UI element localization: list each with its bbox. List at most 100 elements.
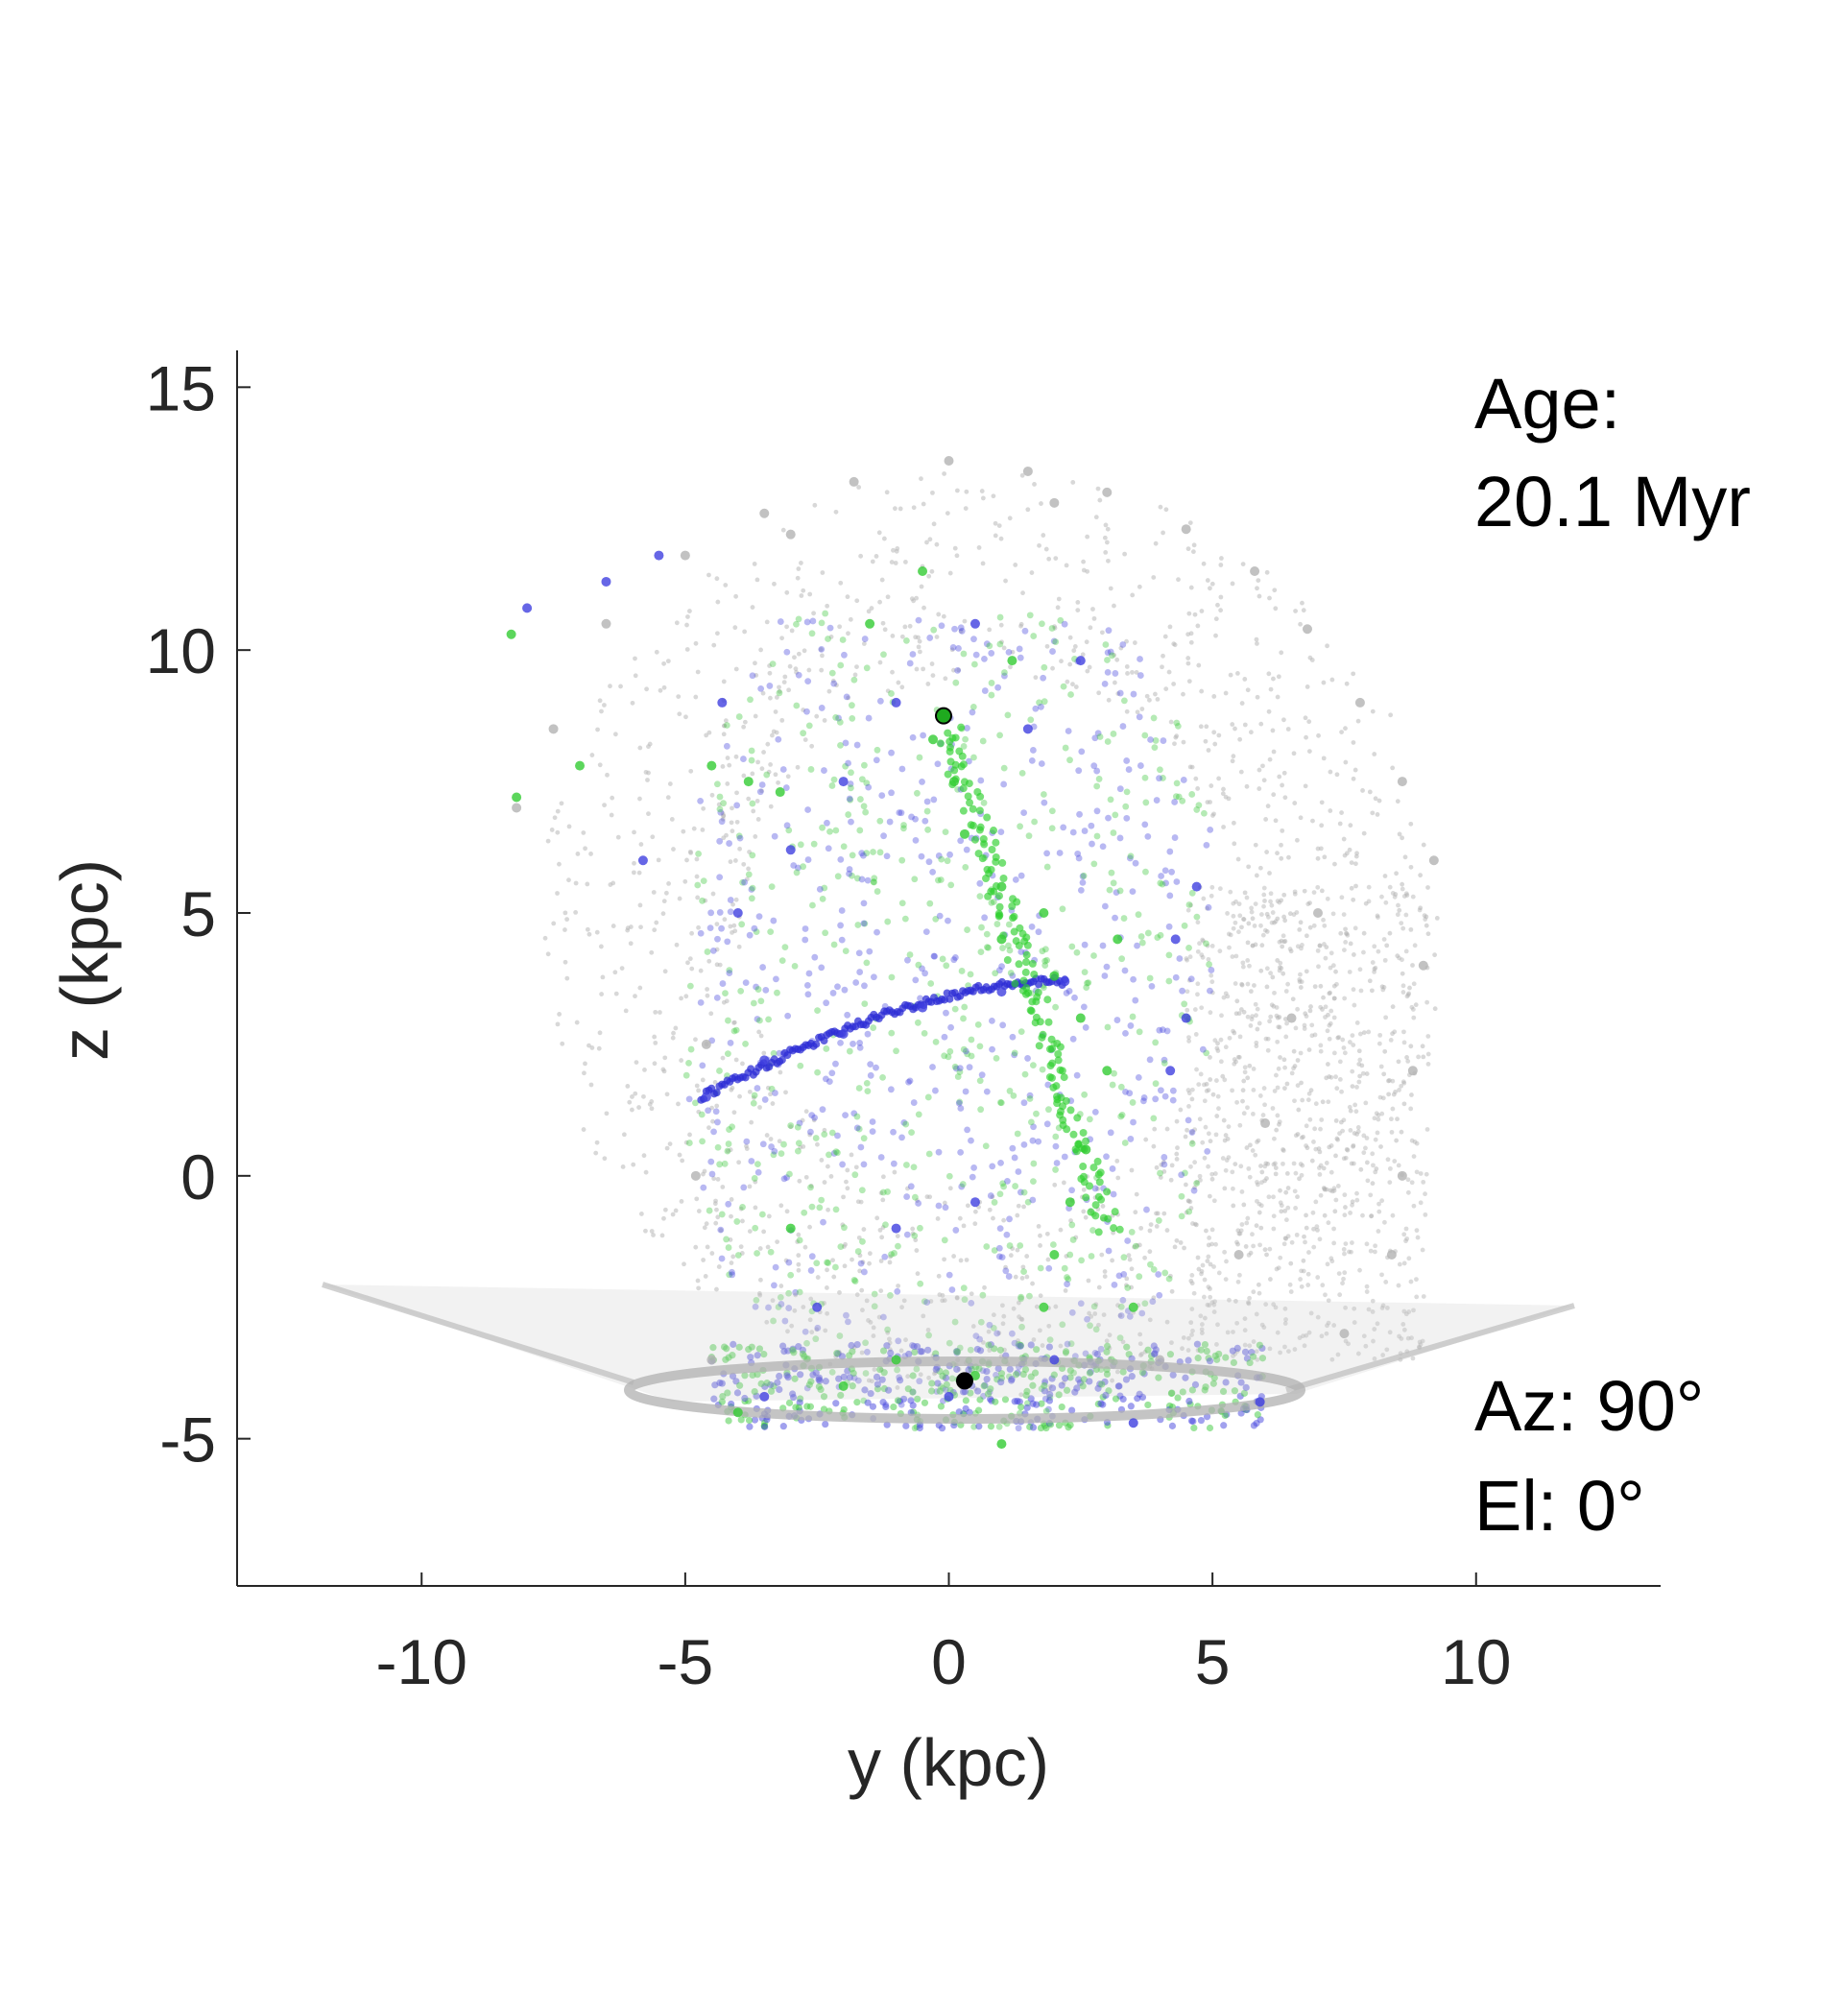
cloud-point (1325, 1028, 1330, 1034)
cloud-point (899, 684, 905, 690)
cloud-point (663, 890, 669, 896)
cloud-point (942, 1257, 946, 1262)
cloud-point (706, 924, 714, 932)
cloud-point (777, 1293, 784, 1301)
cloud-point (1193, 806, 1201, 813)
cloud-point (1206, 1164, 1210, 1169)
cloud-point (1169, 1163, 1175, 1168)
cloud-point (1414, 1169, 1420, 1175)
cloud-point (822, 1180, 827, 1185)
cloud-point (1192, 612, 1198, 617)
cloud-point (701, 1258, 706, 1262)
cloud-point (1052, 638, 1060, 645)
cloud-point (850, 1110, 858, 1117)
cloud-point (1161, 867, 1169, 875)
cloud-point (1350, 1240, 1354, 1245)
cloud-point (919, 965, 925, 972)
cloud-point (895, 546, 900, 551)
cloud-point (989, 1163, 996, 1170)
data-point (1075, 1013, 1086, 1023)
cloud-point (754, 1352, 761, 1359)
data-point (865, 618, 875, 629)
cloud-point (1203, 1049, 1210, 1057)
cloud-point (915, 1271, 921, 1277)
cloud-point (1198, 1177, 1203, 1183)
particle-cloud (542, 471, 1440, 1432)
cloud-point (900, 825, 907, 832)
cloud-point (679, 1058, 684, 1063)
cloud-point (898, 506, 903, 512)
cloud-point (1400, 983, 1406, 989)
cloud-point (1323, 1015, 1328, 1020)
cloud-point (1378, 1144, 1383, 1149)
cloud-point (850, 676, 858, 684)
cloud-point (1305, 901, 1311, 907)
cloud-point (1060, 1073, 1068, 1082)
cloud-point (676, 1101, 681, 1107)
cloud-point (876, 1314, 882, 1320)
cloud-point (842, 948, 850, 954)
cloud-point (768, 1085, 776, 1092)
cloud-point (1373, 1243, 1378, 1249)
cloud-point (1024, 1254, 1030, 1259)
cloud-point (1209, 1171, 1215, 1177)
cloud-point (900, 1118, 908, 1126)
cloud-point (884, 918, 892, 925)
cloud-point (1307, 1116, 1313, 1122)
data-point (601, 618, 611, 629)
cloud-point (1240, 1088, 1246, 1093)
cloud-point (649, 1106, 655, 1112)
cloud-point (1264, 569, 1270, 575)
cloud-point (1192, 1160, 1198, 1165)
cloud-point (988, 899, 995, 906)
cloud-point (1242, 677, 1248, 682)
cloud-point (1319, 1333, 1325, 1339)
cloud-point (1231, 1203, 1236, 1209)
cloud-point (1093, 1351, 1101, 1358)
cloud-point (770, 1101, 776, 1106)
cloud-point (1341, 1246, 1347, 1252)
cloud-point (1393, 1090, 1398, 1094)
cloud-point (807, 766, 815, 773)
cloud-point (865, 714, 873, 722)
cloud-point (1245, 687, 1251, 693)
cloud-point (856, 827, 864, 834)
cloud-point (1087, 1208, 1095, 1216)
cloud-point (784, 624, 789, 630)
cloud-point (1233, 1299, 1238, 1304)
cloud-point (1164, 1126, 1170, 1132)
cloud-point (1282, 1344, 1287, 1350)
cloud-point (662, 1055, 668, 1061)
cloud-point (1326, 1320, 1331, 1326)
cloud-point (636, 870, 642, 876)
cloud-point (1397, 907, 1402, 913)
cloud-point (1030, 633, 1038, 639)
cloud-point (937, 1292, 943, 1298)
cloud-point (856, 1044, 864, 1051)
cloud-point (988, 845, 996, 853)
cloud-point (778, 957, 786, 965)
cloud-point (925, 1332, 933, 1339)
data-point (1039, 1302, 1049, 1312)
cloud-point (1100, 1204, 1106, 1209)
cloud-point (705, 1244, 710, 1250)
cloud-point (1053, 1160, 1061, 1166)
cloud-point (1221, 995, 1227, 1000)
cloud-point (939, 955, 946, 963)
cloud-point (1283, 1034, 1289, 1040)
cloud-point (1404, 1055, 1409, 1060)
cloud-point (1020, 1264, 1026, 1270)
cloud-point (1406, 1309, 1412, 1314)
cloud-point (1015, 1168, 1022, 1175)
cloud-point (1272, 920, 1277, 925)
cloud-point (573, 909, 579, 915)
cloud-point (747, 696, 754, 704)
cloud-point (1264, 911, 1270, 917)
cloud-point (794, 669, 800, 675)
cloud-point (877, 1154, 885, 1161)
cloud-point (1319, 823, 1325, 828)
cloud-point (1281, 971, 1286, 976)
cloud-point (631, 870, 636, 876)
cloud-point (935, 1216, 941, 1221)
cloud-point (1392, 1029, 1398, 1035)
